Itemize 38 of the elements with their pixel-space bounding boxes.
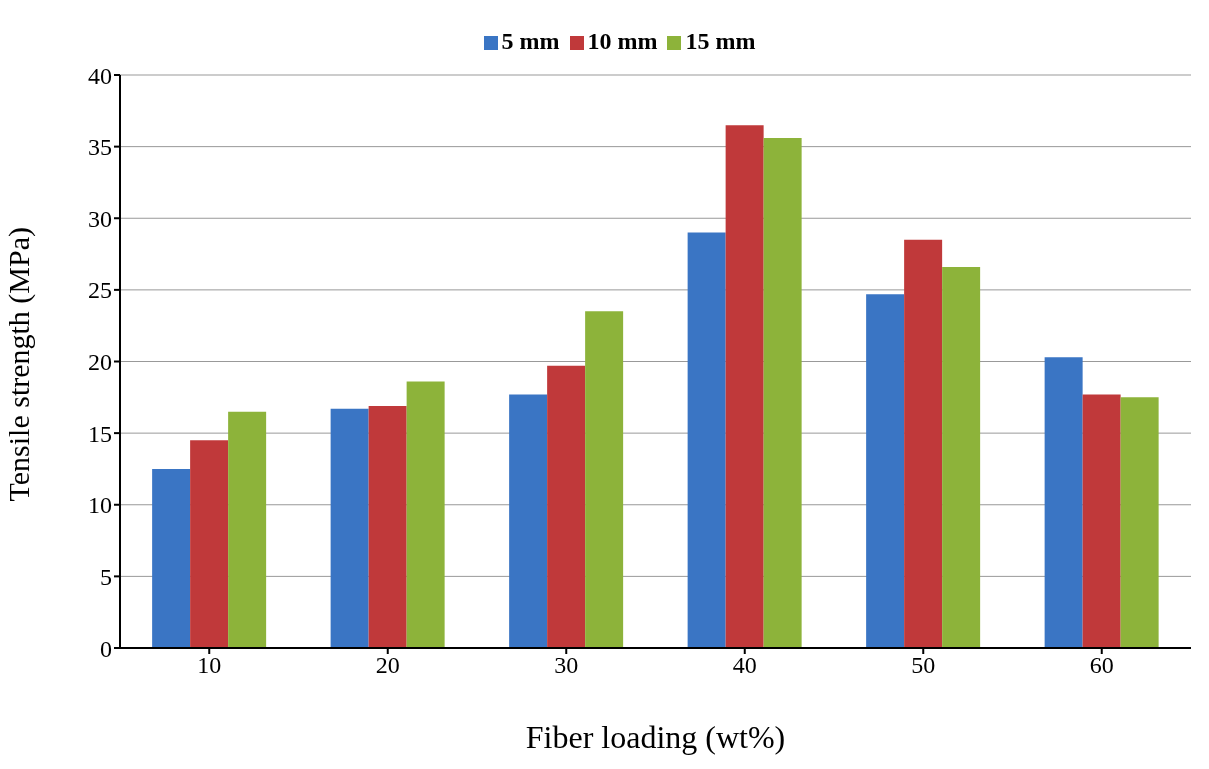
y-tick-label: 15 (88, 420, 112, 447)
y-tick-label: 20 (88, 349, 112, 376)
bar (904, 239, 943, 648)
x-tick-label: 30 (554, 652, 579, 679)
x-tick-label: 10 (197, 652, 222, 679)
bar (687, 232, 726, 648)
bar (509, 394, 548, 648)
bar (406, 381, 445, 648)
legend-label: 10 mm (587, 28, 658, 54)
bar (725, 125, 764, 648)
bar (1044, 357, 1083, 648)
bar (866, 294, 905, 648)
bar (228, 411, 267, 648)
x-tick-label: 60 (1089, 652, 1114, 679)
bar (190, 440, 229, 648)
y-tick-label: 30 (88, 205, 112, 232)
bar (152, 468, 191, 648)
bar (547, 365, 586, 648)
bar (368, 405, 407, 648)
bar (1120, 397, 1159, 648)
legend-label: 5 mm (501, 28, 560, 54)
y-tick-label: 5 (100, 563, 112, 590)
y-tick-label: 0 (100, 635, 112, 662)
y-tick-label: 35 (88, 134, 112, 161)
bar (1082, 394, 1121, 648)
y-tick-label: 40 (88, 62, 112, 89)
y-tick-label: 25 (88, 277, 112, 304)
x-axis-title: Fiber loading (wt%) (525, 719, 786, 755)
legend-label: 15 mm (685, 28, 756, 54)
y-tick-label: 10 (88, 492, 112, 519)
bar (585, 311, 624, 648)
y-axis-title: Tensile strength (MPa) (1, 226, 36, 502)
bar (330, 408, 369, 648)
x-tick-label: 50 (911, 652, 936, 679)
bar (942, 266, 981, 648)
x-tick-label: 40 (732, 652, 757, 679)
bar (763, 138, 802, 648)
x-tick-label: 20 (375, 652, 400, 679)
